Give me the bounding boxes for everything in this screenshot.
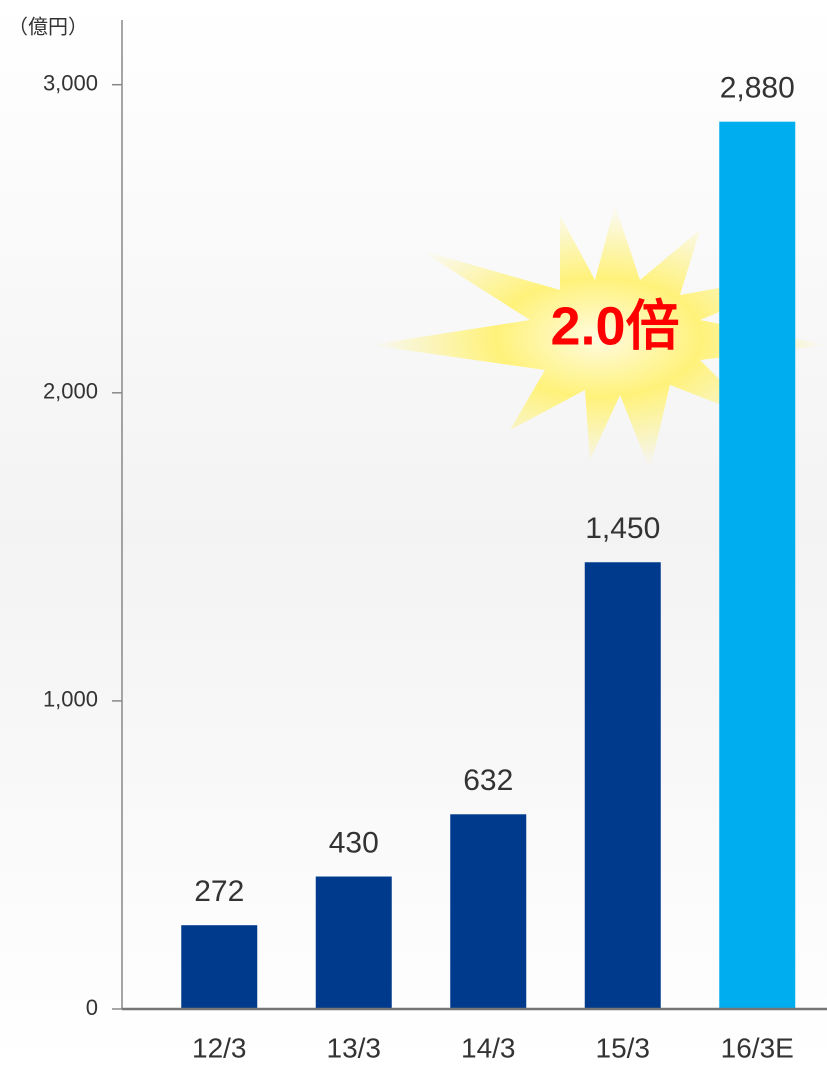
- y-tick-label: 0: [86, 995, 98, 1020]
- y-tick-label: 1,000: [43, 687, 98, 712]
- x-tick-label: 15/3: [596, 1032, 651, 1063]
- value-label: 272: [194, 875, 244, 908]
- x-tick-label: 14/3: [461, 1032, 516, 1063]
- value-label: 1,450: [585, 512, 660, 545]
- x-tick-label: 13/3: [327, 1032, 382, 1063]
- y-tick-label: 3,000: [43, 71, 98, 96]
- bar: [584, 562, 661, 1009]
- value-label: 632: [463, 764, 513, 797]
- annotation: 2.0倍: [550, 296, 679, 356]
- bar: [181, 925, 258, 1009]
- bar: [450, 814, 527, 1009]
- value-label: 430: [329, 826, 379, 859]
- x-tick-label: 16/3E: [721, 1032, 794, 1063]
- value-label: 2,880: [720, 72, 795, 105]
- x-tick-label: 12/3: [192, 1032, 247, 1063]
- bar: [719, 121, 796, 1009]
- starburst: [370, 205, 827, 470]
- y-tick-label: 2,000: [43, 379, 98, 404]
- unit-label: （億円）: [8, 15, 88, 38]
- bar: [315, 876, 392, 1009]
